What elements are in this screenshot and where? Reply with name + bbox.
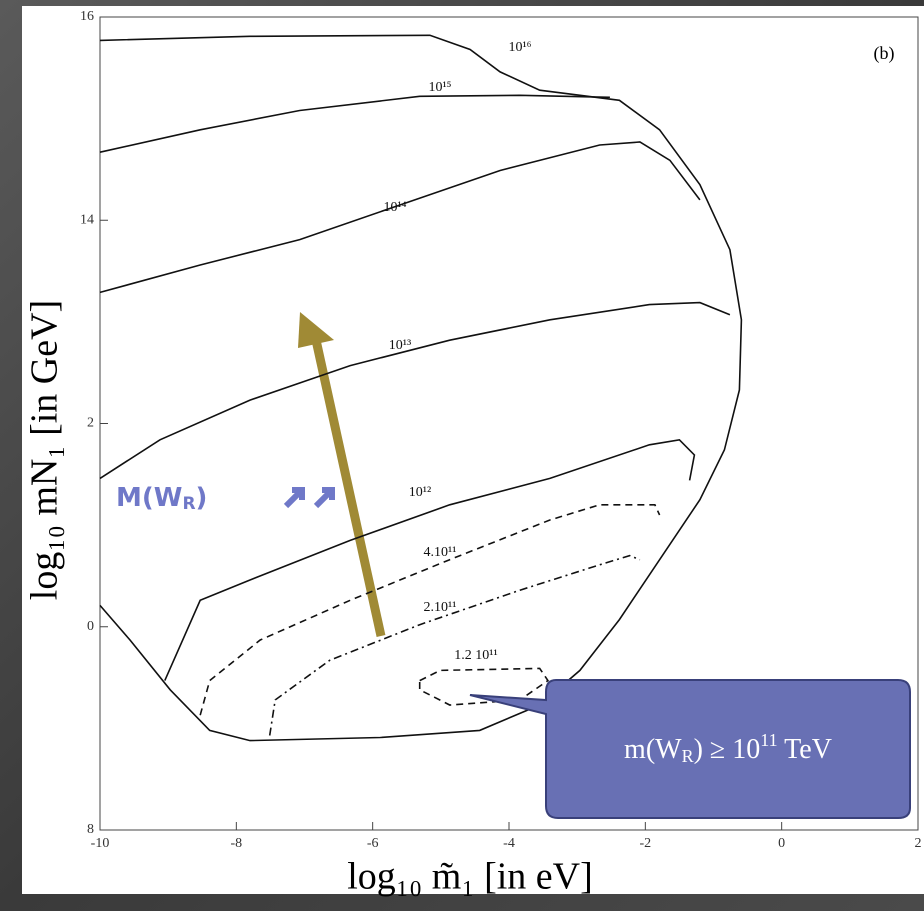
contour-line xyxy=(99,34,743,742)
x-tick-label: -8 xyxy=(230,836,242,851)
annotation-arrow xyxy=(283,487,305,509)
callout-text: ) ≥ 10 xyxy=(694,734,761,765)
contour-line xyxy=(99,301,731,480)
callout-sup: 11 xyxy=(760,730,777,750)
x-axis-label: log₁₀ m̃₁ [in eV] xyxy=(347,856,593,898)
contour-line xyxy=(199,504,661,716)
callout-text: TeV xyxy=(778,734,832,765)
callout-box xyxy=(469,679,911,819)
contour-label: 10¹⁵ xyxy=(428,80,451,95)
contour-line xyxy=(99,94,610,153)
contour-label: 10¹³ xyxy=(389,338,411,353)
panel-label: (b) xyxy=(874,43,895,64)
contour-line xyxy=(99,141,701,294)
x-tick-label: -10 xyxy=(91,836,110,851)
y-tick-label: 16 xyxy=(80,9,94,24)
arrow xyxy=(311,339,386,637)
y-tick-label: 14 xyxy=(80,212,94,227)
x-tick-label: 2 xyxy=(915,836,922,851)
annotation-text: M(W xyxy=(116,483,182,513)
y-axis-label: log₁₀ mN₁ [in GeV] xyxy=(24,300,66,600)
annotation-close: ) xyxy=(196,483,208,513)
annotation-sub: R xyxy=(182,494,195,514)
contour-line xyxy=(268,554,641,736)
contour-label: 10¹⁴ xyxy=(383,200,406,215)
x-tick-label: -4 xyxy=(503,836,515,851)
contour-label: 10¹² xyxy=(409,485,431,500)
callout-text: m(W xyxy=(624,734,682,765)
callout: m(WR) ≥ 1011 TeV xyxy=(624,730,832,766)
contour-label: 10¹⁶ xyxy=(508,40,531,55)
annotation-arrow xyxy=(313,487,335,509)
x-tick-label: -6 xyxy=(367,836,379,851)
annotation: M(WR) xyxy=(116,483,207,515)
y-tick-label: 8 xyxy=(87,822,94,837)
contour-line xyxy=(418,667,550,706)
y-tick-label: 2 xyxy=(87,416,94,431)
contour-label: 1.2 10¹¹ xyxy=(454,648,497,663)
contour-label: 4.10¹¹ xyxy=(424,545,457,560)
callout-sub: R xyxy=(682,746,694,766)
arrow-head xyxy=(298,312,334,348)
y-tick-label: 0 xyxy=(87,619,94,634)
contour-line xyxy=(164,438,696,681)
x-tick-label: 0 xyxy=(778,836,785,851)
contour-label: 2.10¹¹ xyxy=(424,600,457,615)
x-tick-label: -2 xyxy=(639,836,651,851)
